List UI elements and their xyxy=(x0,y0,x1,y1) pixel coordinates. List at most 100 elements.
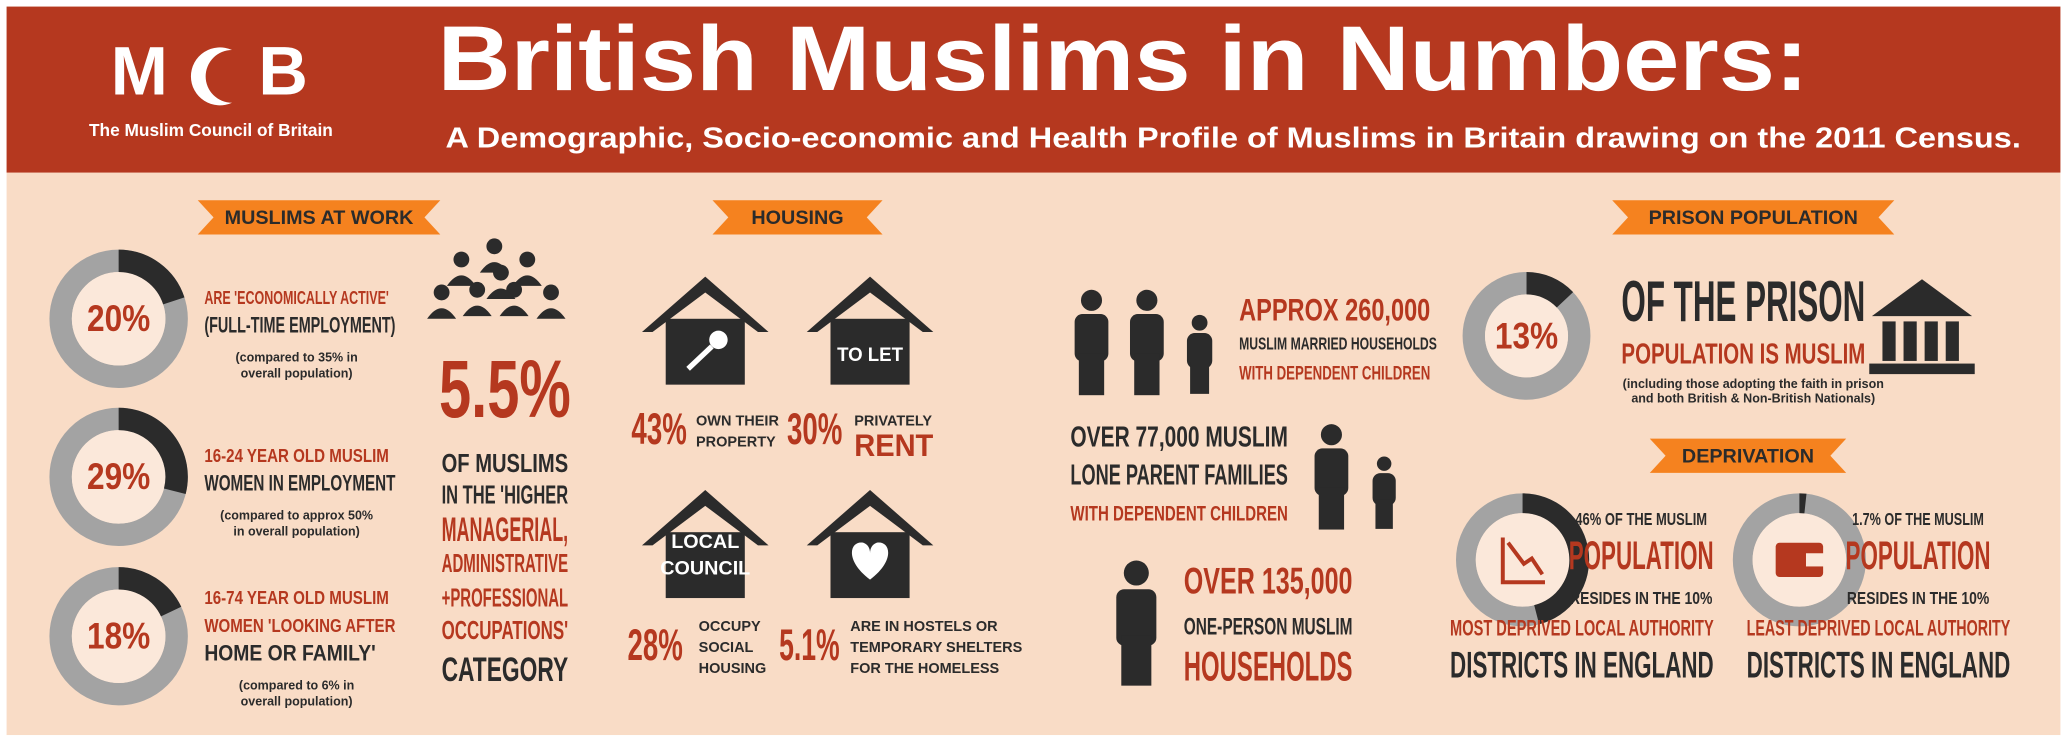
house-icon xyxy=(830,318,910,385)
stat: 30% xyxy=(787,404,842,454)
item-text: PRIVATELY xyxy=(854,413,932,429)
subtitle: A Demographic, Socio-economic and Health… xyxy=(446,122,2021,154)
donut-arc xyxy=(118,567,182,617)
banner xyxy=(712,200,883,235)
item-text: 1.7% OF THE MUSLIM xyxy=(1852,509,1984,529)
donut-arc xyxy=(118,249,185,305)
item-text: WOMEN IN EMPLOYMENT xyxy=(204,471,395,496)
item-text: RESIDES IN THE 10% xyxy=(1570,588,1712,608)
person-icon xyxy=(1129,314,1164,362)
donut-label: 13% xyxy=(1495,315,1558,356)
people-icon xyxy=(469,281,486,298)
section-heading: PRISON POPULATION xyxy=(1649,207,1858,229)
item-text: ARE 'ECONOMICALLY ACTIVE' xyxy=(204,287,389,308)
people-icon xyxy=(493,264,509,281)
person-icon xyxy=(1372,473,1396,506)
people-icon xyxy=(512,275,542,286)
item-text: HOME OR FAMILY' xyxy=(204,641,375,666)
donut-label: 18% xyxy=(87,616,150,657)
person-icon xyxy=(1078,353,1105,396)
title: British Muslims in Numbers: xyxy=(438,6,1809,110)
person-icon xyxy=(1186,333,1213,369)
people-icon xyxy=(462,305,492,317)
sign-text: TO LET xyxy=(837,344,903,366)
item-text: MANAGERIAL, xyxy=(442,511,569,549)
item-text: HOUSEHOLDS xyxy=(1184,642,1353,689)
donut-label: 20% xyxy=(87,298,150,339)
item-text: (FULL-TIME EMPLOYMENT) xyxy=(204,313,395,338)
item-text: OF MUSLIMS xyxy=(442,448,569,478)
item-text: WOMEN 'LOOKING AFTER xyxy=(204,615,395,636)
person-icon xyxy=(1136,289,1158,311)
sign-text: COUNCIL xyxy=(660,557,750,579)
person-icon xyxy=(1116,589,1157,646)
people-icon xyxy=(499,305,529,317)
item-text: 16-74 YEAR OLD MUSLIM xyxy=(204,587,389,608)
person-icon xyxy=(1320,424,1342,446)
item-text: OWN THEIR xyxy=(696,413,779,429)
person-icon xyxy=(1121,635,1152,686)
item-text: DISTRICTS IN ENGLAND xyxy=(1450,645,1714,686)
item-text: TEMPORARY SHELTERS xyxy=(850,640,1022,656)
note: (including those adopting the faith in p… xyxy=(1623,377,1884,391)
note: (compared to 35% in xyxy=(235,351,357,365)
item-text: HOUSING xyxy=(699,661,767,677)
item-text: PROPERTY xyxy=(696,434,776,450)
note: overall population) xyxy=(241,694,353,708)
people-icon xyxy=(536,308,566,319)
stat: 28% xyxy=(627,620,682,670)
item-text: MOST DEPRIVED LOCAL AUTHORITY xyxy=(1450,616,1714,641)
item-text: APPROX 260,000 xyxy=(1239,292,1430,328)
note: overall population) xyxy=(241,366,353,380)
person-icon xyxy=(1375,499,1393,529)
house-icon xyxy=(641,490,769,546)
item-text: OF THE PRISON xyxy=(1621,270,1865,334)
item-text: OCCUPY xyxy=(699,619,761,635)
item-text: RENT xyxy=(854,427,933,463)
people-icon xyxy=(446,275,476,286)
house-icon xyxy=(641,276,769,332)
banner xyxy=(197,200,441,235)
prison-icon xyxy=(1882,321,1896,361)
key-icon xyxy=(686,344,714,371)
item-text: ADMINISTRATIVE xyxy=(442,548,569,578)
note: (compared to approx 50% xyxy=(220,509,373,523)
item-text: WITH DEPENDENT CHILDREN xyxy=(1070,503,1288,526)
people-icon xyxy=(433,284,450,301)
header-band xyxy=(6,6,2061,173)
item-text: POPULATION IS MUSLIM xyxy=(1621,338,1865,370)
prison-icon xyxy=(1924,321,1938,361)
item-text: OCCUPATIONS' xyxy=(442,615,569,645)
decline-icon xyxy=(1500,537,1545,585)
donut-center xyxy=(1484,294,1569,378)
prison-icon xyxy=(1945,321,1959,361)
person-icon xyxy=(1314,448,1349,496)
people-icon xyxy=(519,251,536,268)
note: in overall population) xyxy=(233,524,359,538)
item-text: +PROFESSIONAL xyxy=(442,582,569,612)
people-icon xyxy=(486,238,503,255)
item-text: 16-24 YEAR OLD MUSLIM xyxy=(204,445,389,466)
person-icon xyxy=(1123,560,1149,586)
prison-icon xyxy=(1869,363,1975,375)
item-text: LEAST DEPRIVED LOCAL AUTHORITY xyxy=(1747,616,2011,641)
house-icon xyxy=(806,490,934,546)
heart-icon xyxy=(851,542,889,580)
donut-center xyxy=(71,589,166,684)
stat: 43% xyxy=(631,404,686,454)
sign-text: LOCAL xyxy=(671,531,739,553)
donut-arc xyxy=(1522,493,1590,625)
banner xyxy=(1649,438,1847,473)
item-text: WITH DEPENDENT CHILDREN xyxy=(1239,362,1430,384)
item-text: OVER 77,000 MUSLIM xyxy=(1070,421,1288,453)
item-text: 46% OF THE MUSLIM xyxy=(1575,509,1707,529)
people-icon xyxy=(453,251,470,268)
house-icon xyxy=(665,532,745,599)
item-text: OVER 135,000 xyxy=(1184,560,1353,601)
item-text: FOR THE HOMELESS xyxy=(850,661,999,677)
item-text: LONE PARENT FAMILIES xyxy=(1070,460,1288,492)
wallet-icon xyxy=(1775,542,1824,577)
item-text: POPULATION xyxy=(1846,534,1991,578)
section-heading: HOUSING xyxy=(751,207,843,229)
house-icon xyxy=(806,276,934,332)
